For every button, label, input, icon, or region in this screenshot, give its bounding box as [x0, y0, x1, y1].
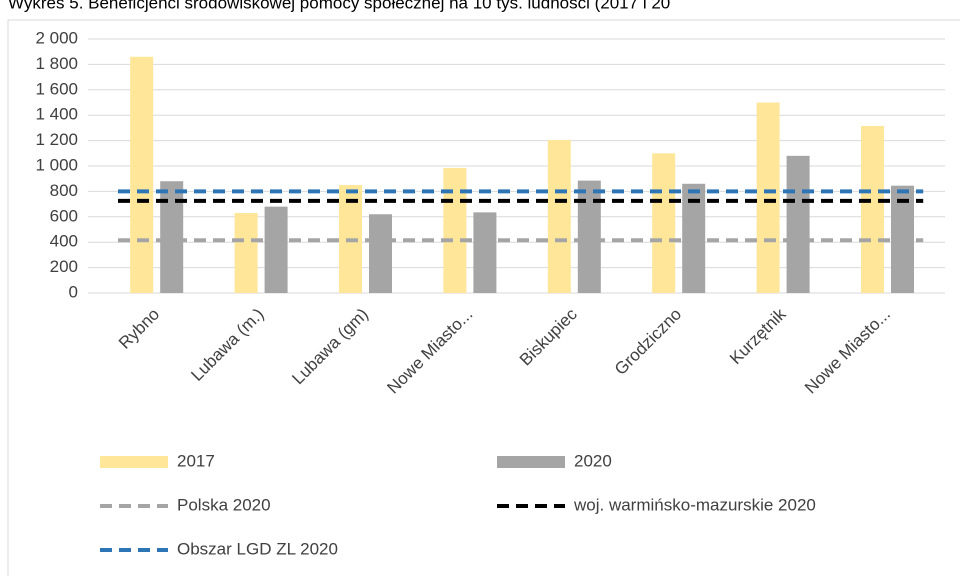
y-tick-label: 2 000 — [35, 28, 78, 47]
y-tick-label: 1 800 — [35, 54, 78, 73]
y-tick-label: 600 — [50, 206, 78, 225]
legend-label: Obszar LGD ZL 2020 — [177, 539, 338, 558]
bar — [786, 155, 810, 293]
legend-label: Polska 2020 — [177, 495, 271, 514]
x-tick-label: Grodziczno — [611, 305, 685, 379]
x-tick-label: Lubawa (gm) — [288, 305, 372, 389]
chart-frame — [7, 19, 960, 576]
x-tick-label: Biskupiec — [516, 304, 581, 369]
y-tick-label: 1 400 — [35, 105, 78, 124]
bar — [547, 139, 571, 293]
bar — [160, 181, 184, 293]
legend-swatch — [100, 456, 168, 468]
bar — [369, 214, 392, 293]
bar — [234, 212, 258, 293]
y-tick-label: 400 — [50, 232, 78, 251]
bar — [652, 153, 676, 293]
bar — [577, 180, 601, 293]
bar — [264, 206, 288, 293]
y-tick-label: 1 200 — [35, 130, 78, 149]
y-tick-label: 200 — [50, 257, 78, 276]
x-tick-label: Lubawa (m.) — [187, 305, 267, 385]
bar — [473, 212, 497, 293]
bar — [130, 56, 154, 293]
chart-title: Wykres 5. Beneficjenci środowiskowej pom… — [8, 0, 670, 12]
y-tick-label: 0 — [69, 282, 78, 301]
legend-label: 2020 — [574, 451, 612, 470]
y-tick-label: 1 000 — [35, 155, 78, 174]
y-tick-label: 1 600 — [35, 79, 78, 98]
legend-swatch — [497, 456, 565, 468]
x-tick-label: Kurzętnik — [726, 304, 790, 368]
bar — [756, 102, 780, 293]
legend-label: 2017 — [177, 451, 215, 470]
legend-label: woj. warmińsko-mazurskie 2020 — [573, 495, 816, 514]
x-tick-label: Rybno — [115, 305, 163, 353]
x-tick-label: Nowe Miasto... — [383, 305, 476, 398]
y-tick-label: 800 — [50, 181, 78, 200]
bar — [861, 125, 884, 294]
x-tick-label: Nowe Miasto... — [801, 305, 894, 398]
bar — [443, 167, 467, 293]
